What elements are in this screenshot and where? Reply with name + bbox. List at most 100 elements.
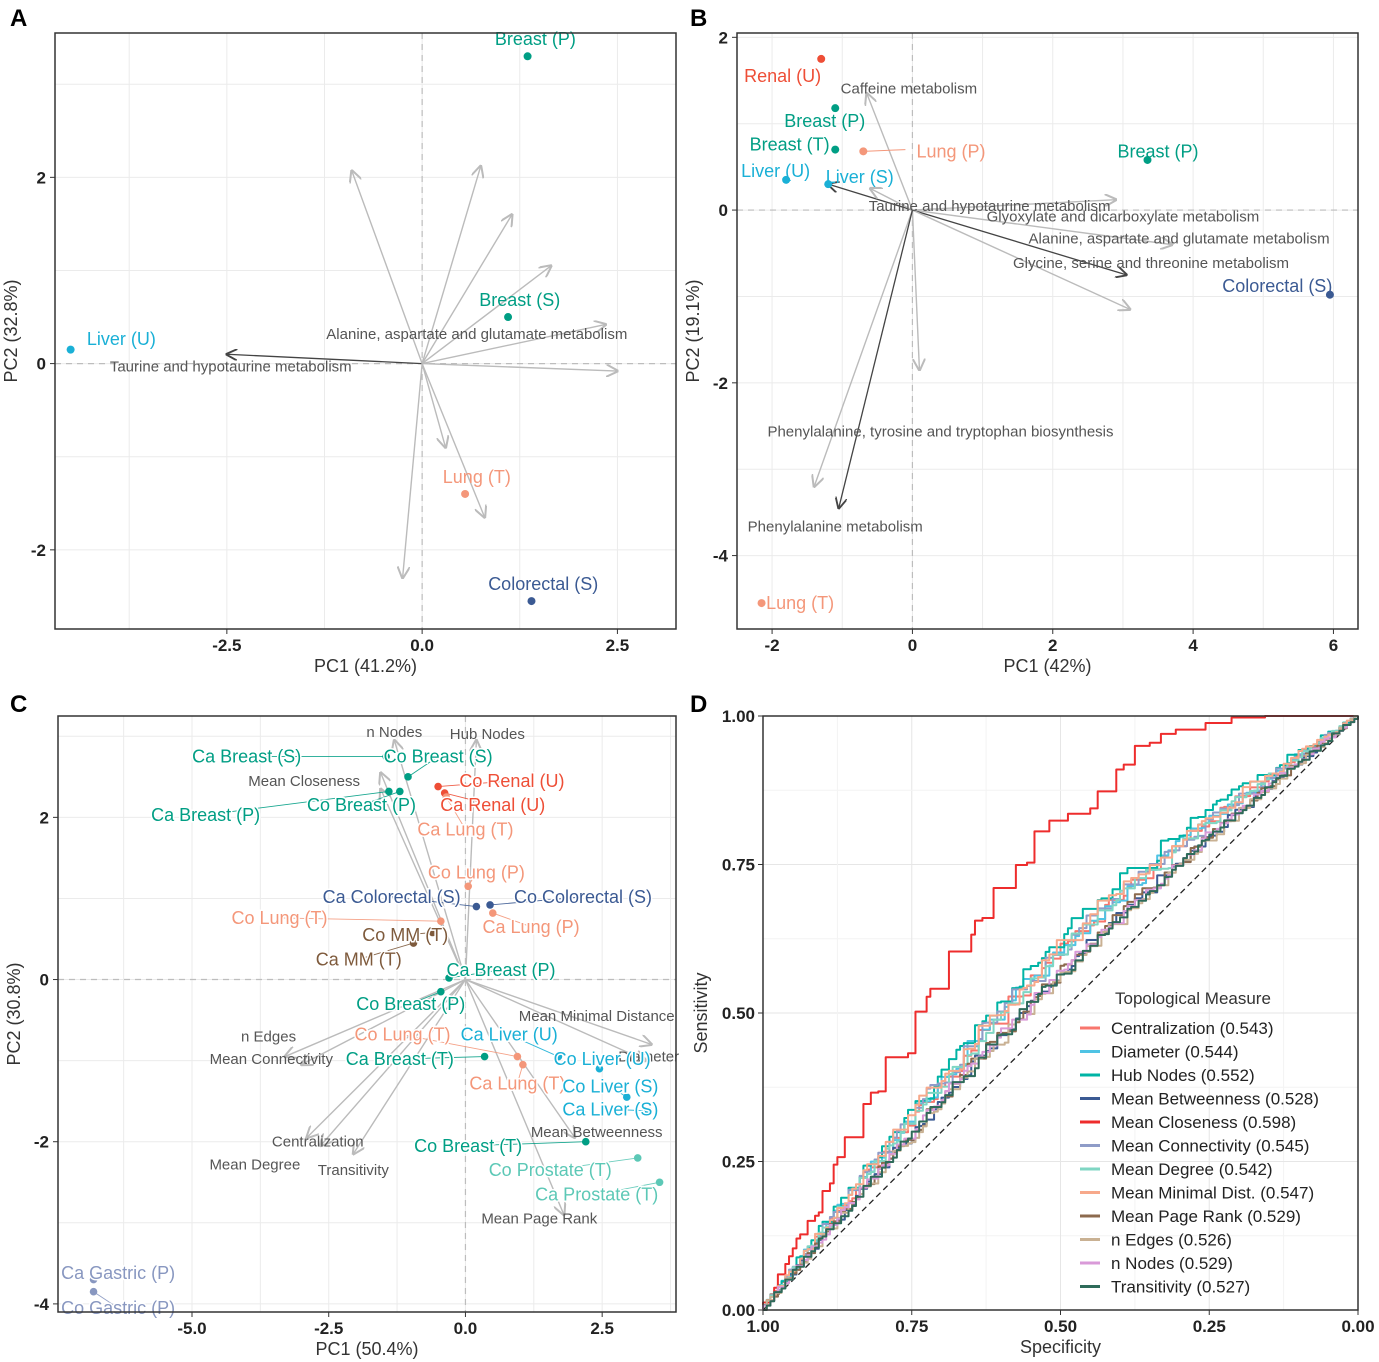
y-axis-label: PC2 (19.1%)	[683, 279, 703, 382]
arrow-label: Caffeine metabolism	[841, 80, 977, 97]
x-tick-label: 6	[1329, 636, 1338, 655]
arrow-label: Centralization	[272, 1134, 364, 1151]
x-axis-label: Specificity	[1020, 1337, 1101, 1357]
point-label: Renal (U)	[744, 66, 821, 86]
loading-arrow	[870, 188, 913, 211]
data-point	[504, 313, 513, 322]
label-leader	[405, 932, 433, 936]
x-tick-label: -2.5	[212, 636, 241, 655]
data-point	[519, 1060, 527, 1069]
arrow-label: Phenylalanine metabolism	[748, 518, 923, 535]
legend-entry: Centralization (0.543)	[1111, 1019, 1274, 1038]
data-point	[486, 901, 494, 909]
data-point	[461, 489, 470, 498]
label-leader	[279, 917, 441, 922]
legend-title: Topological Measure	[1115, 989, 1271, 1008]
point-label: Breast (P)	[495, 29, 576, 49]
loading-arrow	[352, 171, 423, 364]
label-leader	[410, 991, 442, 1005]
point-label: Co Liver (S)	[562, 1077, 658, 1097]
y-axis-label: PC2 (32.8%)	[1, 279, 21, 382]
legend-entry: Mean Minimal Dist. (0.547)	[1111, 1184, 1314, 1203]
point-label: Co Renal (U)	[459, 771, 564, 791]
loading-arrow	[321, 979, 466, 1146]
x-axis-label: PC1 (42%)	[1003, 656, 1091, 676]
data-point	[655, 1178, 664, 1187]
panel-letter-b: B	[690, 5, 707, 32]
point-label: Co Breast (S)	[384, 747, 493, 767]
x-tick-label: 4	[1188, 636, 1198, 655]
panel-frame-d	[762, 715, 1359, 1311]
x-tick-label: 2.5	[590, 1319, 614, 1338]
label-leader	[596, 1181, 660, 1195]
arrow-label: Mean Connectivity	[210, 1051, 334, 1068]
y-tick-label: -2	[713, 374, 728, 393]
loading-arrow	[353, 979, 467, 1154]
label-leader	[391, 896, 477, 908]
arrow-label: Mean Closeness	[248, 773, 360, 790]
label-leader	[402, 1034, 518, 1058]
data-point	[859, 147, 868, 156]
arrow-label: Transitivity	[318, 1162, 390, 1179]
data-point	[831, 104, 840, 113]
y-tick-label: 0	[40, 971, 49, 990]
point-label: Lung (T)	[443, 467, 511, 487]
data-point	[595, 1064, 604, 1073]
label-leader	[399, 1056, 485, 1060]
point-label: Co Liver (U)	[554, 1049, 651, 1069]
point-label: Co Lung (T)	[355, 1025, 451, 1045]
data-point	[757, 599, 766, 608]
y-axis-label: PC2 (30.8%)	[4, 962, 24, 1065]
y-tick-label: -2	[34, 1133, 49, 1152]
data-point	[581, 1137, 590, 1146]
data-point	[817, 54, 826, 63]
data-point	[404, 773, 412, 781]
loading-arrow	[421, 166, 481, 364]
panel-letter-c: C	[10, 691, 27, 718]
x-tick-label: 2	[1048, 636, 1057, 655]
point-label: Co Lung (P)	[428, 863, 525, 883]
point-label: Co Prostate (T)	[489, 1160, 612, 1180]
data-point	[782, 175, 791, 184]
point-label: Ca Prostate (T)	[535, 1184, 658, 1204]
roc-curve	[762, 715, 1358, 1310]
x-tick-label: -2.5	[314, 1319, 343, 1338]
arrow-label: Taurine and hypotaurine metabolism	[110, 358, 352, 375]
data-point	[513, 1052, 522, 1061]
loading-arrow	[911, 210, 919, 370]
x-tick-label: 2.5	[606, 636, 630, 655]
loading-arrow	[839, 209, 914, 508]
point-label: Ca Liver (U)	[461, 1025, 558, 1045]
data-point	[824, 180, 833, 189]
label-leader	[93, 1272, 119, 1280]
point-label: Co Gastric (P)	[61, 1298, 175, 1318]
loading-arrow	[403, 363, 423, 578]
arrow-label: Diameter	[618, 1049, 679, 1066]
legend-entry: n Nodes (0.529)	[1111, 1254, 1233, 1273]
loading-arrow	[421, 324, 606, 365]
data-point	[434, 782, 442, 791]
x-tick-label: 1.00	[746, 1317, 779, 1336]
loading-arrow	[912, 209, 1126, 275]
y-tick-label: 0	[719, 201, 728, 220]
label-leader	[509, 1034, 559, 1057]
panel-frame-b	[736, 32, 1359, 630]
point-label: Ca Renal (U)	[440, 795, 545, 815]
point-label: Ca Lung (T)	[417, 820, 513, 840]
loading-arrow	[867, 93, 914, 211]
data-point	[66, 345, 75, 354]
point-label: Breast (T)	[750, 134, 830, 154]
point-label: Breast (S)	[479, 290, 560, 310]
label-leader	[492, 912, 532, 928]
panel-letter-a: A	[10, 5, 27, 32]
label-leader	[205, 790, 389, 816]
arrow-label: Mean Minimal Distance	[519, 1008, 675, 1025]
data-point	[437, 987, 445, 996]
arrow-label: Mean Page Rank	[481, 1211, 597, 1228]
loading-arrow	[912, 200, 1115, 211]
legend-entry: Hub Nodes (0.552)	[1111, 1066, 1255, 1085]
panel-letter-d: D	[690, 691, 707, 718]
arrow-label: Mean Betweenness	[531, 1124, 663, 1141]
data-point	[89, 1275, 98, 1284]
label-leader	[610, 1108, 649, 1112]
